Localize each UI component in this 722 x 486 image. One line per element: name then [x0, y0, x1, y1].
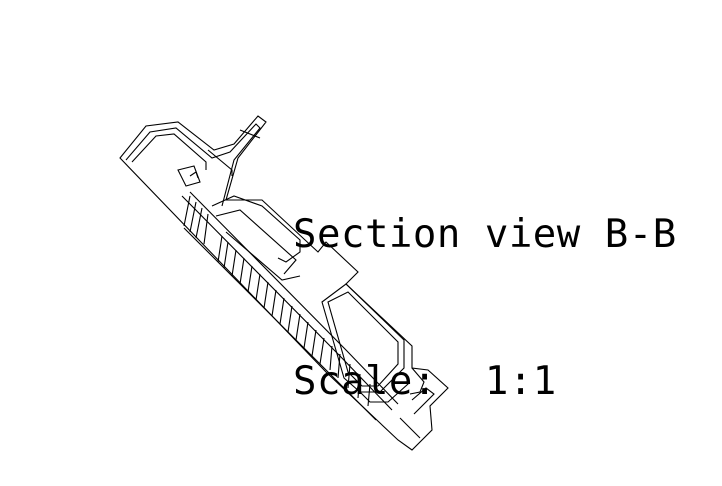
lower-wall-ribs — [181, 191, 399, 421]
section-view-label: Section view B-B — [293, 212, 677, 257]
inner-cavity — [211, 195, 435, 439]
part-outline — [119, 115, 449, 451]
view-caption: Section view B-B Scale: 1:1 — [293, 112, 677, 486]
scale-label: Scale: 1:1 — [293, 359, 557, 404]
